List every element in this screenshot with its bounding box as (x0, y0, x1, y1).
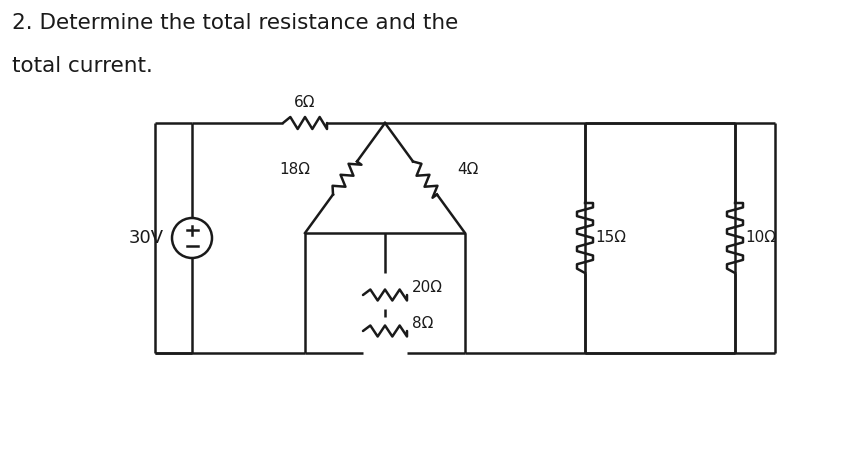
Text: 15Ω: 15Ω (595, 230, 626, 245)
Text: total current.: total current. (12, 56, 152, 76)
Text: 18Ω: 18Ω (279, 163, 310, 178)
Text: 8Ω: 8Ω (412, 316, 434, 332)
Text: 4Ω: 4Ω (457, 163, 479, 178)
Text: 20Ω: 20Ω (412, 279, 443, 294)
Text: 2. Determine the total resistance and the: 2. Determine the total resistance and th… (12, 13, 458, 33)
Text: 10Ω: 10Ω (745, 230, 776, 245)
Text: 30V: 30V (129, 229, 164, 247)
Text: 6Ω: 6Ω (294, 95, 316, 110)
